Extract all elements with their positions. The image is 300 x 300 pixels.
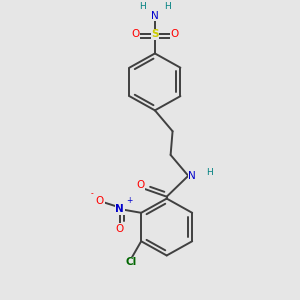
Text: N: N [151, 11, 159, 20]
Text: H: H [164, 2, 171, 10]
Text: +: + [126, 196, 133, 205]
Text: S: S [151, 29, 159, 40]
Text: O: O [170, 29, 179, 40]
Text: Cl: Cl [126, 257, 137, 267]
Text: N: N [115, 204, 124, 214]
Text: N: N [188, 171, 196, 181]
Text: O: O [96, 196, 104, 206]
Text: O: O [116, 224, 124, 234]
Text: O: O [136, 180, 144, 190]
Text: O: O [131, 29, 140, 40]
Text: H: H [139, 2, 146, 10]
Text: H: H [206, 167, 213, 176]
Text: -: - [91, 189, 94, 198]
